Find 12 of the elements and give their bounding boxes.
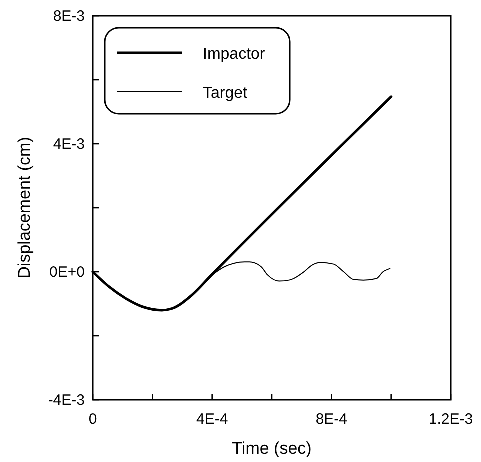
x-tick-label: 0 [88,411,98,428]
legend-label: Impactor [203,46,266,63]
legend-label: Target [203,85,248,102]
x-axis-title: Time (sec) [232,439,312,458]
x-tick-label: 1.2E-3 [428,411,474,428]
x-tick-label: 4E-4 [196,411,228,428]
y-tick-label: 0E+0 [50,264,85,281]
y-tick-label: 8E-3 [53,8,85,25]
y-tick-label: -4E-3 [48,392,85,409]
y-axis-title: Displacement (cm) [15,137,34,279]
y-tick-label: 4E-3 [53,136,85,153]
x-tick-label: 8E-4 [316,411,348,428]
